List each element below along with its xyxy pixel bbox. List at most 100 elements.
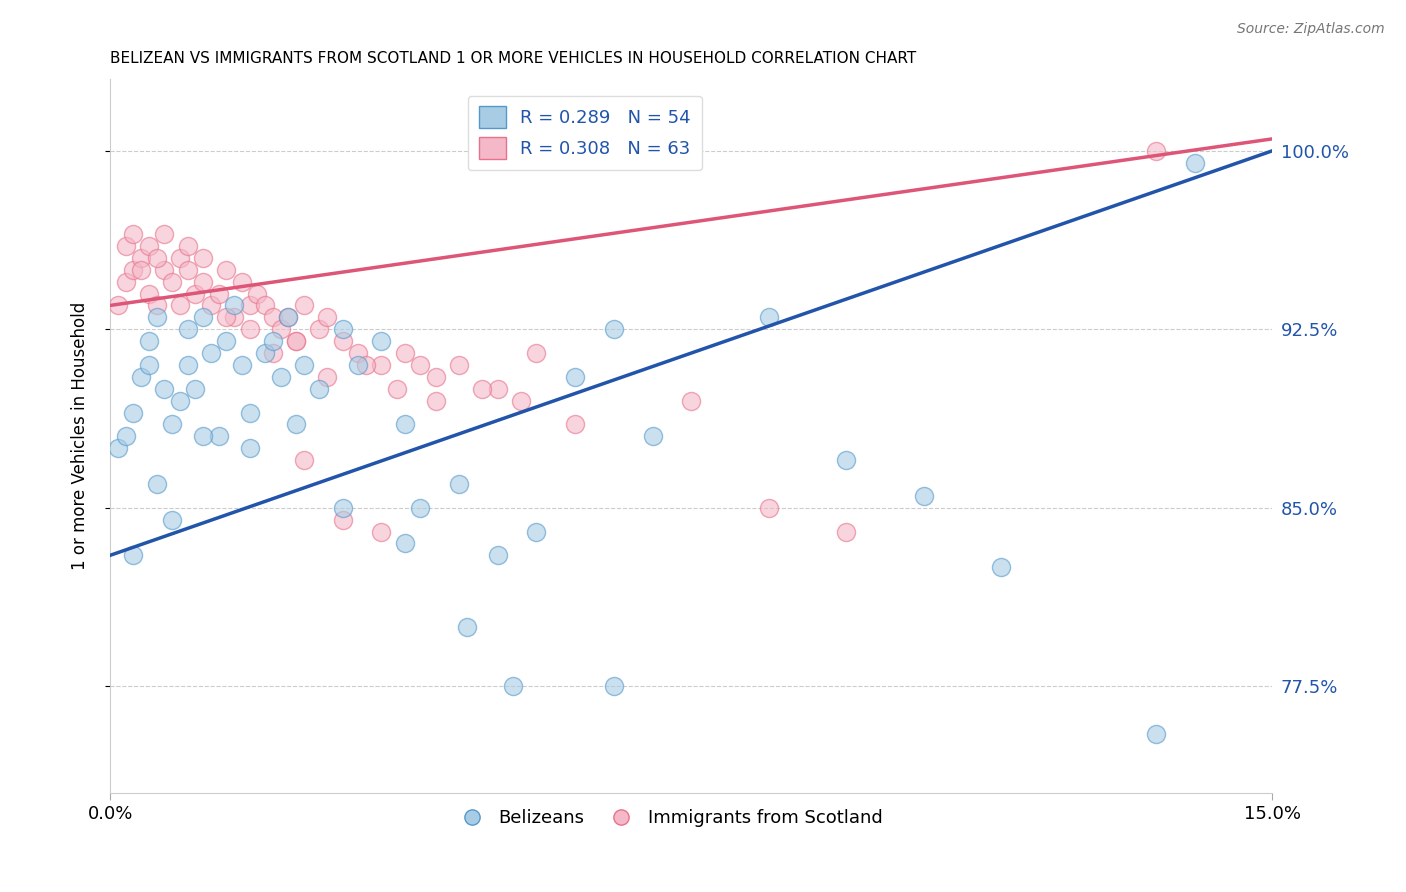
Point [502, 679, 524, 693]
Point [524, 346, 547, 360]
Point [1184, 155, 1206, 169]
Point [990, 560, 1012, 574]
Point [200, 346, 222, 360]
Point [603, 322, 626, 336]
Point [138, 334, 160, 348]
Point [160, 417, 183, 432]
Point [564, 417, 586, 432]
Point [145, 310, 167, 325]
Point [394, 536, 416, 550]
Point [486, 549, 509, 563]
Legend: Belizeans, Immigrants from Scotland: Belizeans, Immigrants from Scotland [446, 802, 890, 834]
Point [912, 489, 935, 503]
Point [277, 310, 299, 325]
Point [524, 524, 547, 539]
Point [316, 310, 339, 325]
Point [114, 429, 136, 443]
Point [758, 500, 780, 515]
Point [200, 298, 222, 312]
Point [145, 477, 167, 491]
Point [122, 262, 145, 277]
Point [394, 417, 416, 432]
Point [262, 310, 284, 325]
Point [122, 549, 145, 563]
Point [176, 239, 198, 253]
Point [254, 346, 277, 360]
Point [409, 500, 432, 515]
Point [262, 334, 284, 348]
Point [176, 322, 198, 336]
Point [215, 310, 238, 325]
Point [370, 524, 392, 539]
Point [354, 358, 377, 372]
Point [169, 298, 191, 312]
Point [169, 393, 191, 408]
Point [308, 322, 330, 336]
Point [238, 405, 260, 419]
Point [129, 369, 152, 384]
Point [332, 513, 354, 527]
Point [231, 275, 253, 289]
Point [145, 251, 167, 265]
Point [285, 417, 308, 432]
Point [385, 382, 408, 396]
Point [332, 500, 354, 515]
Point [316, 369, 339, 384]
Point [835, 453, 858, 467]
Point [332, 322, 354, 336]
Point [270, 369, 292, 384]
Point [292, 298, 315, 312]
Point [207, 286, 229, 301]
Point [285, 334, 308, 348]
Point [347, 346, 370, 360]
Point [564, 369, 586, 384]
Point [215, 262, 238, 277]
Point [1144, 144, 1167, 158]
Text: Source: ZipAtlas.com: Source: ZipAtlas.com [1237, 22, 1385, 37]
Point [308, 382, 330, 396]
Point [138, 239, 160, 253]
Point [184, 382, 207, 396]
Point [347, 358, 370, 372]
Point [191, 429, 214, 443]
Point [285, 334, 308, 348]
Point [758, 310, 780, 325]
Point [191, 275, 214, 289]
Point [486, 382, 509, 396]
Point [153, 227, 176, 241]
Point [207, 429, 229, 443]
Point [129, 251, 152, 265]
Point [160, 513, 183, 527]
Point [184, 286, 207, 301]
Point [262, 346, 284, 360]
Point [160, 275, 183, 289]
Point [425, 369, 447, 384]
Y-axis label: 1 or more Vehicles in Household: 1 or more Vehicles in Household [72, 302, 89, 571]
Point [394, 346, 416, 360]
Point [254, 298, 277, 312]
Point [122, 227, 145, 241]
Point [231, 358, 253, 372]
Point [153, 382, 176, 396]
Point [191, 251, 214, 265]
Point [277, 310, 299, 325]
Point [222, 298, 245, 312]
Point [191, 310, 214, 325]
Point [456, 620, 478, 634]
Point [176, 262, 198, 277]
Point [122, 405, 145, 419]
Point [370, 358, 392, 372]
Point [292, 358, 315, 372]
Point [238, 322, 260, 336]
Point [471, 382, 494, 396]
Point [215, 334, 238, 348]
Point [292, 453, 315, 467]
Point [238, 298, 260, 312]
Point [447, 358, 470, 372]
Point [509, 393, 531, 408]
Point [107, 442, 129, 456]
Point [603, 679, 626, 693]
Point [153, 262, 176, 277]
Point [332, 334, 354, 348]
Point [246, 286, 269, 301]
